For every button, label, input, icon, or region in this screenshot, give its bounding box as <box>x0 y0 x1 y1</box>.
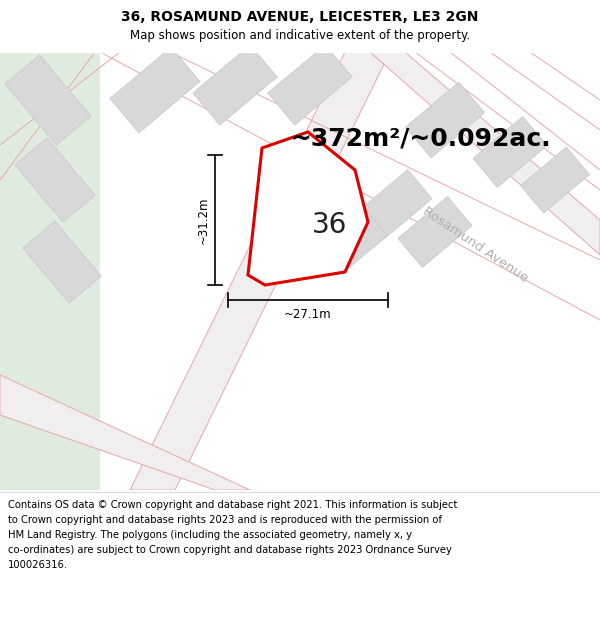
Polygon shape <box>0 52 70 190</box>
Polygon shape <box>23 221 101 303</box>
Text: HM Land Registry. The polygons (including the associated geometry, namely x, y: HM Land Registry. The polygons (includin… <box>8 530 412 540</box>
Text: co-ordinates) are subject to Crown copyright and database rights 2023 Ordnance S: co-ordinates) are subject to Crown copyr… <box>8 545 452 555</box>
Text: 36: 36 <box>313 211 347 239</box>
Polygon shape <box>268 45 352 125</box>
Polygon shape <box>0 375 250 490</box>
Polygon shape <box>5 55 91 145</box>
Polygon shape <box>110 47 200 133</box>
Polygon shape <box>15 138 95 222</box>
Polygon shape <box>0 320 90 490</box>
Text: Rosamund Avenue: Rosamund Avenue <box>420 205 530 285</box>
Polygon shape <box>520 147 590 213</box>
Bar <box>0 0 600 52</box>
Text: ~31.2m: ~31.2m <box>197 196 209 244</box>
Polygon shape <box>193 45 277 125</box>
Text: 100026316.: 100026316. <box>8 560 68 570</box>
Text: ~27.1m: ~27.1m <box>284 308 332 321</box>
Polygon shape <box>473 116 547 188</box>
Text: Biam Way: Biam Way <box>269 181 322 239</box>
Text: Contains OS data © Crown copyright and database right 2021. This information is : Contains OS data © Crown copyright and d… <box>8 500 457 510</box>
Polygon shape <box>370 52 600 255</box>
Text: 36, ROSAMUND AVENUE, LEICESTER, LE3 2GN: 36, ROSAMUND AVENUE, LEICESTER, LE3 2GN <box>121 10 479 24</box>
Polygon shape <box>0 52 100 490</box>
Polygon shape <box>323 209 388 271</box>
Polygon shape <box>398 196 472 268</box>
Polygon shape <box>406 82 485 158</box>
Polygon shape <box>248 132 368 285</box>
Text: to Crown copyright and database rights 2023 and is reproduced with the permissio: to Crown copyright and database rights 2… <box>8 515 442 525</box>
Polygon shape <box>358 169 432 241</box>
Text: ~372m²/~0.092ac.: ~372m²/~0.092ac. <box>290 126 551 150</box>
Polygon shape <box>130 52 390 490</box>
Text: Map shows position and indicative extent of the property.: Map shows position and indicative extent… <box>130 29 470 42</box>
